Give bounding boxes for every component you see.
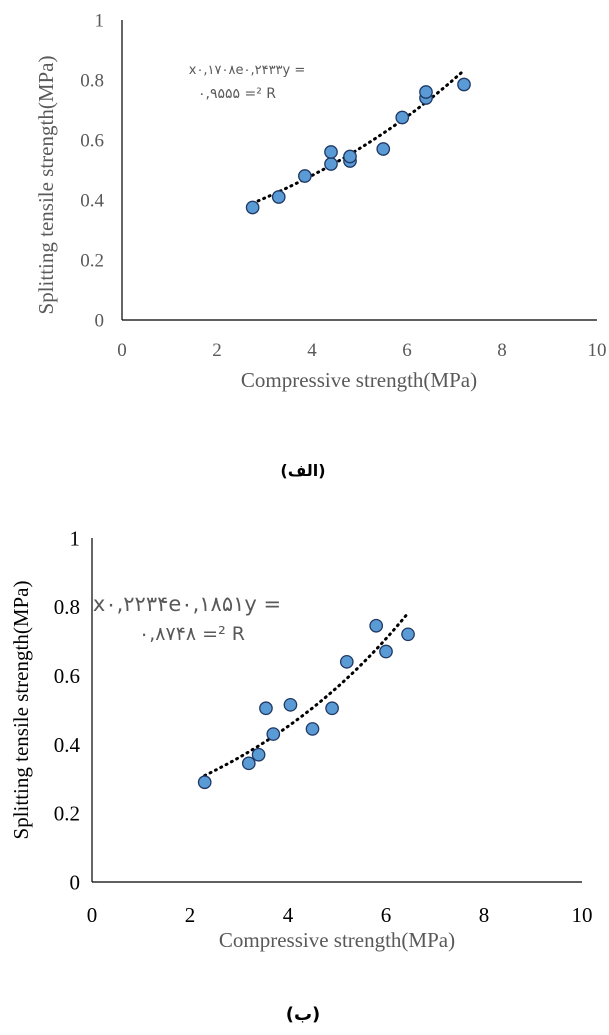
x-tick-label: 8 — [497, 340, 507, 361]
data-points — [245, 77, 471, 215]
data-point — [271, 190, 286, 204]
y-tick-label: 0.6 — [54, 664, 80, 688]
data-point — [298, 169, 312, 183]
data-point — [283, 697, 298, 712]
x-tick-label: 10 — [588, 340, 607, 361]
equation-line-1: x۰,۱۷۰۸e۰,۲۴۳۳y = — [189, 63, 306, 78]
data-point — [419, 85, 433, 99]
y-tick-label: 0.8 — [54, 595, 80, 619]
y-tick-label: 0.8 — [80, 71, 104, 92]
data-point — [379, 644, 393, 659]
y-tick-label: 1 — [70, 526, 81, 550]
data-point — [324, 145, 338, 159]
data-point — [259, 701, 273, 716]
equation-line-1: x۰,۲۲۳۴e۰,۱۸۵۱y = — [93, 592, 281, 616]
x-tick-label: 4 — [283, 903, 294, 927]
trendline — [203, 611, 410, 778]
x-tick-label: 2 — [185, 903, 196, 927]
y-tick-label: 1 — [95, 11, 105, 32]
x-tick-label: 4 — [307, 340, 317, 361]
data-point — [305, 722, 320, 736]
data-point — [376, 142, 391, 156]
y-tick-labels: 0 0.2 0.4 0.6 0.8 1 — [54, 526, 81, 894]
data-point — [241, 756, 256, 771]
panel-label: (الف) — [280, 461, 325, 480]
x-tick-label: 6 — [402, 340, 412, 361]
data-point — [369, 618, 384, 633]
x-axis-title: Compressive strength(MPa) — [241, 368, 477, 392]
data-point — [324, 157, 338, 171]
chart-panel-be: 0 2 4 6 8 10 0 0.2 0.4 0.6 0.8 1 x۰,۲۲۳۴e۰,۱۸۵۱y =… — [9, 526, 593, 1025]
y-tick-label: 0 — [95, 311, 105, 332]
data-point — [457, 77, 471, 92]
x-tick-label: 10 — [572, 903, 593, 927]
equation-line-2: ۰,۸۷۴۸ =² R — [139, 623, 245, 645]
y-axis-title: Splitting tensile strength(MPa) — [34, 56, 58, 315]
equation-line-2: ۰,۹۵۵۵ =² R — [198, 86, 276, 102]
x-tick-labels: 0 2 4 6 8 10 — [117, 340, 606, 361]
y-tick-label: 0.4 — [80, 191, 104, 212]
x-tick-label: 2 — [212, 340, 222, 361]
y-tick-labels: 0 0.2 0.4 0.6 0.8 1 — [80, 11, 104, 332]
data-point — [245, 200, 260, 215]
data-point — [339, 654, 354, 669]
data-point — [266, 727, 281, 741]
data-point — [251, 747, 266, 762]
data-point — [197, 775, 212, 790]
y-axis-title: Splitting tensile strength(MPa) — [9, 581, 33, 840]
x-tick-label: 8 — [479, 903, 490, 927]
x-tick-labels: 0 2 4 6 8 10 — [87, 903, 593, 927]
y-tick-label: 0.4 — [54, 733, 81, 757]
y-tick-label: 0.2 — [54, 802, 80, 826]
y-tick-label: 0.6 — [80, 131, 104, 152]
data-point — [325, 701, 339, 716]
data-point — [401, 627, 415, 642]
x-tick-label: 0 — [87, 903, 98, 927]
data-points — [197, 618, 415, 790]
panel-label: (ب) — [286, 1004, 321, 1025]
x-tick-label: 6 — [381, 903, 392, 927]
x-tick-label: 0 — [117, 340, 127, 361]
y-tick-label: 0.2 — [80, 251, 104, 272]
x-axis-title: Compressive strength(MPa) — [219, 928, 455, 952]
y-tick-label: 0 — [70, 870, 81, 894]
data-point — [343, 149, 357, 164]
data-point — [395, 110, 410, 125]
chart-panel-alef: 0 2 4 6 8 10 0 0.2 0.4 0.6 0.8 1 x۰,۱۷۰۸e۰,۲۴۳۳y =… — [34, 11, 607, 480]
